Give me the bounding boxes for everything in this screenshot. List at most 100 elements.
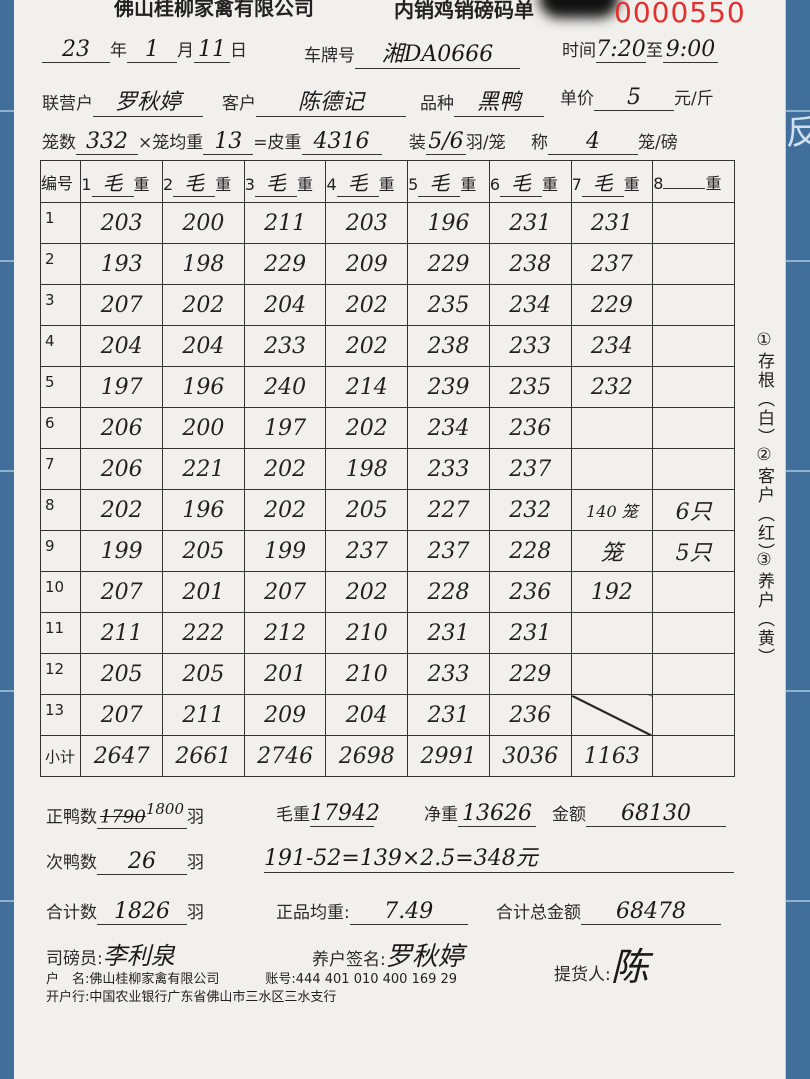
cage-avg-label: ×笼均重 xyxy=(138,133,204,153)
row-number: 12 xyxy=(39,653,82,695)
table-row: 13 207 211 209 204 231 236 xyxy=(39,694,735,736)
col-unit: 重 xyxy=(378,174,395,194)
tare-value: 4316 xyxy=(301,129,382,155)
avg-weight-label: 正品均重: xyxy=(276,903,350,923)
weight-cell: 229 xyxy=(407,243,490,285)
weight-cell: 209 xyxy=(243,694,327,736)
farmer-signature: 罗秋婷 xyxy=(385,942,464,972)
form-title: 内销鸡销磅码单 xyxy=(394,0,534,22)
weight-cell: 238 xyxy=(407,325,490,367)
weight-cell: 210 xyxy=(325,653,409,695)
table-header-row: 编号 1 毛重 2 毛重 3 毛重 4 毛重 5 毛重 6 毛重 7 毛重 8 重 xyxy=(39,160,735,203)
weight-cell: 202 xyxy=(162,284,245,326)
subtotal-cell: 2647 xyxy=(80,735,164,777)
sub-count-label: 次鸭数 xyxy=(46,853,97,873)
row-number: 2 xyxy=(39,243,82,285)
breed-label: 品种 xyxy=(420,94,454,114)
weight-cell xyxy=(652,653,735,695)
weight-cell: 231 xyxy=(407,612,490,654)
amount-value: 68130 xyxy=(586,801,726,827)
weight-cell: 202 xyxy=(325,284,409,326)
grand-total-label: 合计总金额 xyxy=(496,903,581,923)
row-number: 1 xyxy=(39,202,82,244)
weight-cell: 193 xyxy=(80,243,164,285)
weight-cell: 202 xyxy=(325,571,409,613)
price-label: 单价 xyxy=(560,89,594,109)
col-number: 2 xyxy=(163,174,174,194)
gross-value: 17942 xyxy=(310,801,380,827)
weigh-label: 称 xyxy=(531,133,549,153)
weight-cell xyxy=(570,612,654,654)
weigh-value: 4 xyxy=(548,129,639,155)
weight-cell: 240 xyxy=(243,366,327,408)
row-number: 13 xyxy=(39,694,82,736)
tare-label: =皮重 xyxy=(253,133,302,153)
weight-cell: 204 xyxy=(325,694,409,736)
time-start: 7:20 xyxy=(596,37,646,63)
weight-cell: 233 xyxy=(407,653,490,695)
weight-cell: 237 xyxy=(488,448,572,490)
weight-cell: 209 xyxy=(325,243,409,285)
weight-cell xyxy=(570,448,654,490)
weight-cell xyxy=(652,366,735,408)
subtotal-cell: 2698 xyxy=(325,735,409,777)
table-row: 12 205 205 201 210 233 229 xyxy=(39,653,735,695)
cages-value: 332 xyxy=(76,129,138,155)
weight-cell: 211 xyxy=(80,612,164,654)
row-number: 10 xyxy=(39,571,82,613)
month-label: 月 xyxy=(177,41,194,61)
weight-cell: 233 xyxy=(407,448,490,490)
table-row: 6 206 200 197 202 234 236 xyxy=(39,407,735,449)
table-row: 2 193 198 229 209 229 238 237 xyxy=(39,243,735,285)
weight-cell: 235 xyxy=(407,284,490,326)
breed-value: 黑鸭 xyxy=(454,84,544,117)
net-label: 净重 xyxy=(424,805,458,825)
row-number: 6 xyxy=(39,407,82,449)
company-name: 佛山桂柳家禽有限公司 xyxy=(114,0,314,20)
weight-cell: 238 xyxy=(488,243,572,285)
price-value: 5 xyxy=(594,85,674,111)
weight-cell: 199 xyxy=(243,530,327,572)
col-number: 1 xyxy=(81,174,92,194)
col-unit: 重 xyxy=(460,174,477,194)
weight-cell: 207 xyxy=(80,284,164,326)
table-row: 3 207 202 204 202 235 234 229 xyxy=(39,284,735,326)
good-count-label: 正鸭数 xyxy=(46,807,97,828)
weight-cell: 206 xyxy=(80,407,164,449)
weight-cell: 202 xyxy=(325,325,409,367)
weight-cell: 205 xyxy=(80,653,164,695)
weight-cell: 198 xyxy=(325,448,409,490)
col-unit: 重 xyxy=(215,174,232,194)
col-unit: 重 xyxy=(542,174,559,194)
account-number-label: 账号: xyxy=(265,972,296,987)
account-number: 444 401 010 400 169 29 xyxy=(295,972,458,987)
weight-cell xyxy=(652,243,735,285)
subtotal-cell: 2746 xyxy=(243,735,327,777)
sub-count-value: 26 xyxy=(97,849,187,875)
col-number: 5 xyxy=(408,174,419,194)
customer-value: 陈德记 xyxy=(256,84,406,117)
col-type xyxy=(663,187,706,189)
col-type: 毛 xyxy=(581,167,624,197)
weight-cell: 235 xyxy=(488,366,572,408)
table-row: 1 203 200 211 203 196 231 231 xyxy=(39,202,735,244)
weight-cell xyxy=(652,407,735,449)
weight-cell: 205 xyxy=(162,530,245,572)
weight-cell: 212 xyxy=(243,612,327,654)
weight-cell: 199 xyxy=(80,530,164,572)
weight-cell: 232 xyxy=(488,489,572,531)
weight-cell: 200 xyxy=(162,202,245,244)
weight-cell: 237 xyxy=(570,243,654,285)
weight-cell: 200 xyxy=(162,407,245,449)
table-row: 4 204 204 233 202 238 233 234 xyxy=(39,325,735,367)
good-count-unit: 羽 xyxy=(187,807,204,828)
weight-cell: 231 xyxy=(570,202,654,244)
weight-table: 编号 1 毛重 2 毛重 3 毛重 4 毛重 5 毛重 6 毛重 7 毛重 8 重 1 203 200 211 203 19… xyxy=(39,160,735,777)
pack-unit: 羽/笼 xyxy=(465,133,506,153)
weigher-label: 司磅员: xyxy=(46,949,103,969)
subtotal-cell: 1163 xyxy=(570,735,654,777)
